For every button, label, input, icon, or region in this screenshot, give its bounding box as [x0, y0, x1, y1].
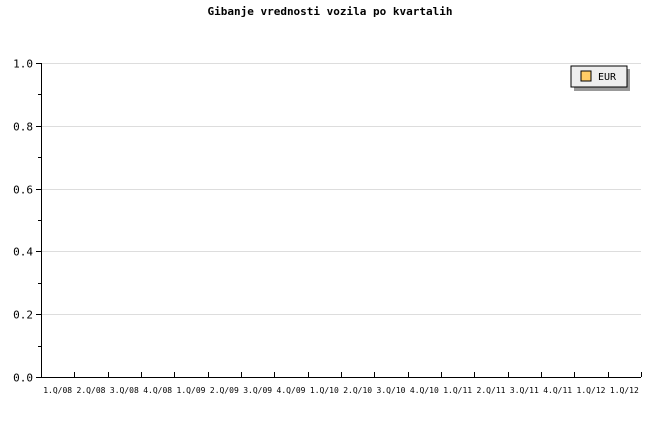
legend-label: EUR	[598, 72, 617, 83]
x-tick-label: 1.Q/12	[610, 386, 639, 395]
y-tick-label: 0.6	[13, 184, 33, 197]
x-tick-label: 1.Q/09	[177, 386, 206, 395]
x-tick-label: 3.Q/11	[510, 386, 539, 395]
chart-title: Gibanje vrednosti vozila po kvartalih	[207, 5, 452, 18]
x-tick-label: 1.Q/10	[310, 386, 339, 395]
y-tick-label: 0.0	[13, 372, 33, 385]
x-tick-label: 4.Q/08	[143, 386, 172, 395]
grid	[41, 63, 641, 315]
x-tick-label: 1.Q/11	[443, 386, 472, 395]
x-tick-label: 2.Q/11	[477, 386, 506, 395]
x-tick-label: 2.Q/09	[210, 386, 239, 395]
y-tick-label: 0.2	[13, 309, 33, 322]
x-tick-label: 2.Q/10	[343, 386, 372, 395]
x-tick-label: 1.Q/08	[43, 386, 72, 395]
y-tick-label: 1.0	[13, 58, 33, 71]
x-tick-label: 3.Q/08	[110, 386, 139, 395]
x-tick-label: 2.Q/08	[77, 386, 106, 395]
x-tick-label: 3.Q/09	[243, 386, 272, 395]
y-tick-labels: 0.0 0.2 0.4 0.6 0.8 1.0	[13, 58, 33, 385]
x-tick-label: 4.Q/11	[543, 386, 572, 395]
x-tick-label: 1.Q/12	[577, 386, 606, 395]
y-tick-label: 0.4	[13, 246, 33, 259]
x-tick-label: 4.Q/09	[277, 386, 306, 395]
legend-swatch	[580, 70, 592, 82]
axes	[36, 63, 642, 378]
legend[interactable]: EUR	[570, 65, 630, 91]
x-tick-label: 3.Q/10	[377, 386, 406, 395]
y-tick-label: 0.8	[13, 121, 33, 134]
x-tick-labels: 1.Q/08 2.Q/08 3.Q/08 4.Q/08 1.Q/09 2.Q/09 3.Q/…	[43, 386, 639, 395]
x-tick-label: 4.Q/10	[410, 386, 439, 395]
